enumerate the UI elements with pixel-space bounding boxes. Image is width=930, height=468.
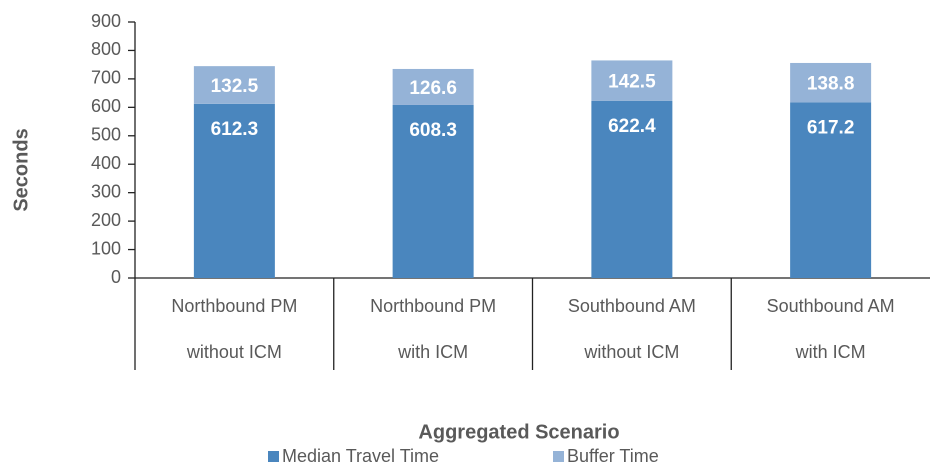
x-tick-label: Southbound AM <box>767 296 895 316</box>
bar-segment <box>392 68 474 105</box>
x-tick-label: with ICM <box>397 342 468 362</box>
y-tick-label: 800 <box>91 39 121 59</box>
x-tick-label: without ICM <box>186 342 282 362</box>
legend-swatch <box>553 451 564 462</box>
bar-segment <box>392 104 474 278</box>
y-tick-label: 500 <box>91 125 121 145</box>
legend-swatch <box>268 451 279 462</box>
y-tick-label: 600 <box>91 96 121 116</box>
data-label: 126.6 <box>409 78 457 99</box>
y-tick-label: 300 <box>91 181 121 201</box>
bar-segment <box>591 60 673 101</box>
data-label: 132.5 <box>211 76 259 97</box>
x-tick-label: Northbound PM <box>370 296 496 316</box>
data-label: 617.2 <box>807 117 855 138</box>
y-tick-label: 200 <box>91 210 121 230</box>
x-tick-label: Southbound AM <box>568 296 696 316</box>
bar-segment <box>193 103 275 279</box>
x-tick-label: with ICM <box>795 342 866 362</box>
legend-label: Median Travel Time <box>282 446 439 466</box>
x-tick-label: Northbound PM <box>171 296 297 316</box>
y-tick-label: 400 <box>91 153 121 173</box>
y-tick-label: 0 <box>111 267 121 287</box>
bar-segment <box>193 66 275 104</box>
y-tick-label: 100 <box>91 238 121 258</box>
bar-segment <box>790 62 872 103</box>
data-label: 622.4 <box>608 116 656 137</box>
x-axis-label: Aggregated Scenario <box>418 421 619 443</box>
y-tick-label: 900 <box>91 11 121 31</box>
x-tick-label: without ICM <box>583 342 679 362</box>
bar-segment <box>591 100 673 278</box>
data-label: 608.3 <box>409 120 457 141</box>
bar-segment <box>790 102 872 278</box>
legend-label: Buffer Time <box>567 446 659 466</box>
data-label: 142.5 <box>608 72 656 93</box>
data-label: 612.3 <box>211 119 259 140</box>
y-axis-label: Seconds <box>10 128 32 211</box>
y-tick-label: 700 <box>91 68 121 88</box>
data-label: 138.8 <box>807 74 855 95</box>
